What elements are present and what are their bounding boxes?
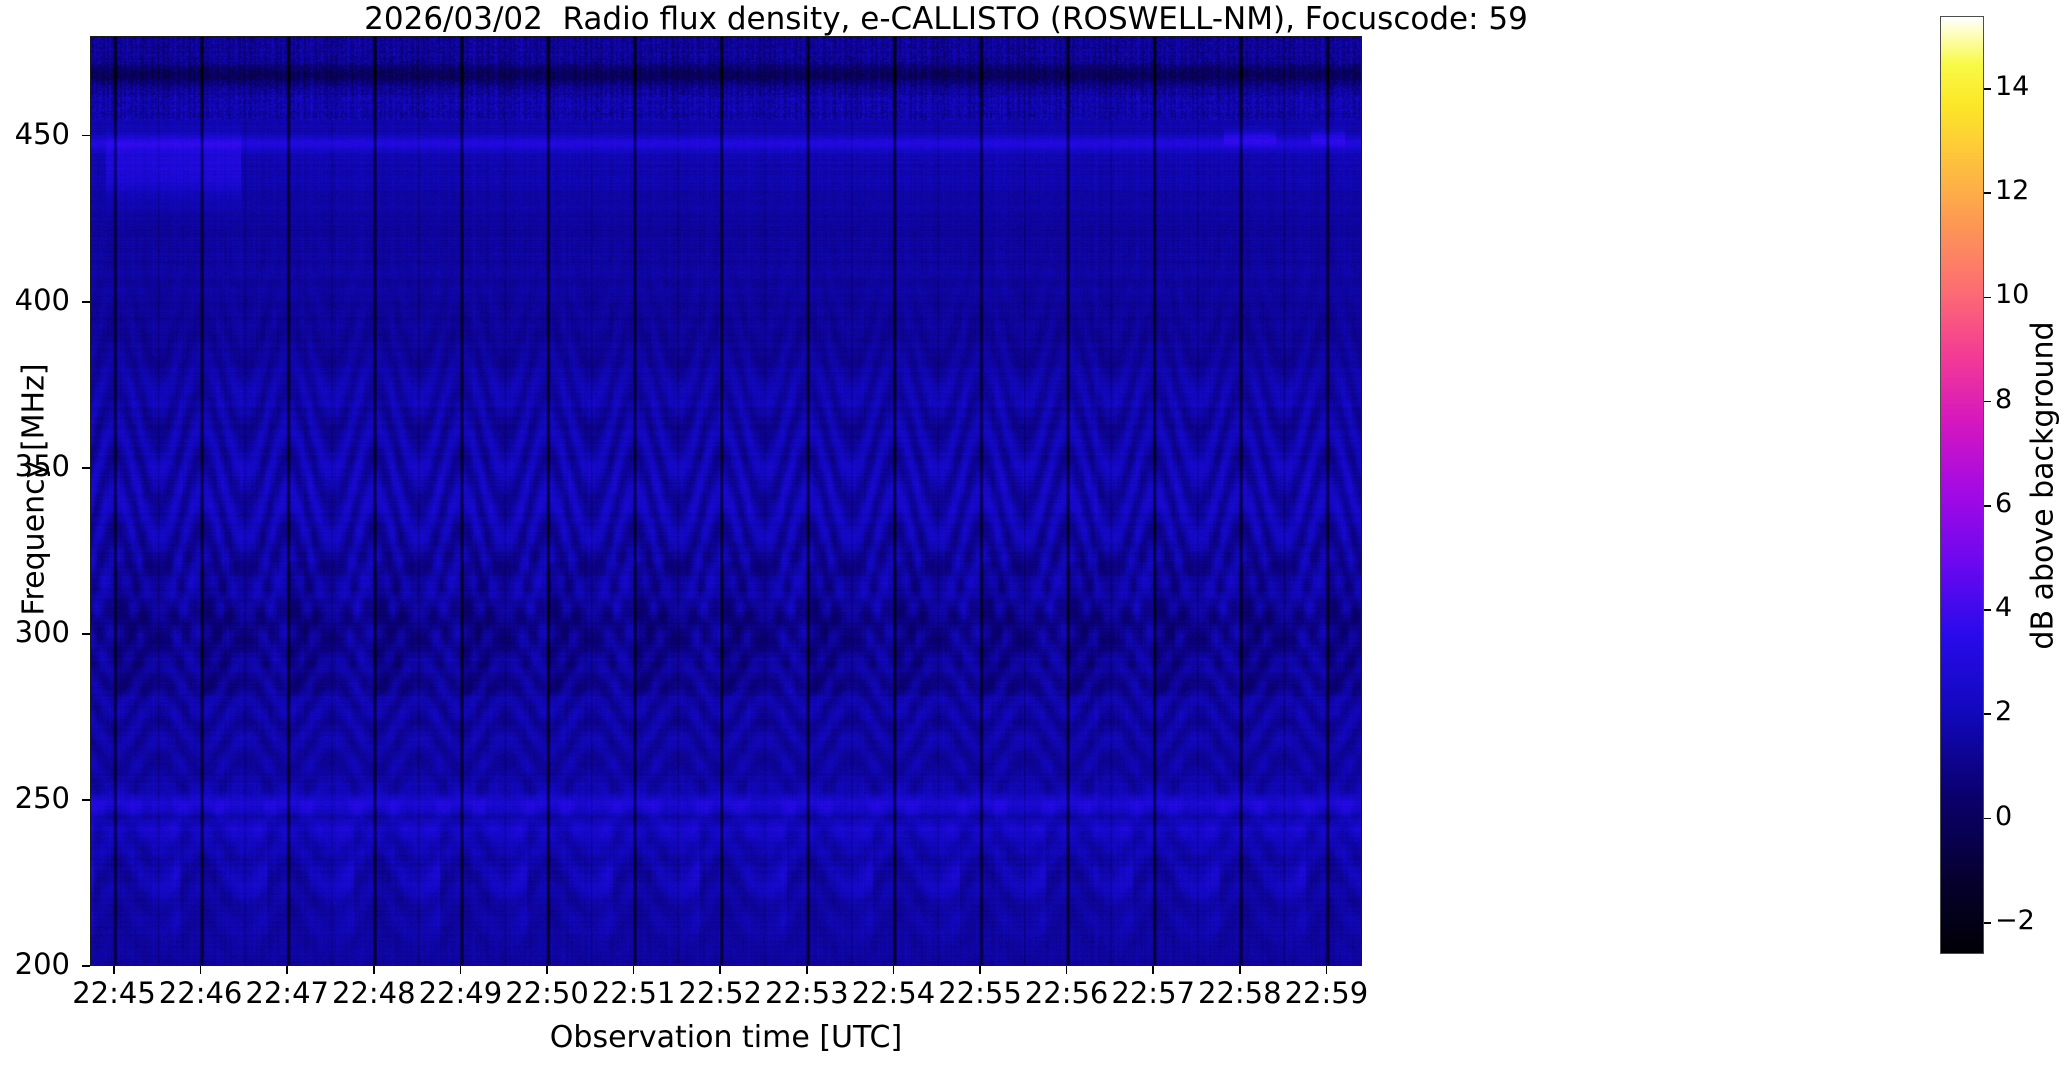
x-tick-mark — [632, 966, 635, 974]
x-tick-mark — [1239, 966, 1241, 974]
y-tick-mark — [82, 799, 90, 801]
x-tick-mark — [806, 966, 808, 974]
colorbar-tick-label: 8 — [1995, 383, 2013, 415]
colorbar-tick-label: 0 — [1995, 800, 2013, 832]
x-tick-label: 22:45 — [72, 976, 156, 1010]
colorbar-tick-label: 12 — [1995, 175, 2030, 207]
x-tick-mark — [546, 966, 548, 974]
colorbar-tick-label: 14 — [1995, 70, 2030, 102]
x-tick-label: 22:47 — [245, 976, 329, 1010]
x-tick-label: 22:52 — [678, 976, 762, 1010]
x-tick-mark — [892, 966, 895, 974]
y-tick-mark — [82, 965, 90, 967]
x-tick-mark — [979, 966, 981, 974]
y-tick-mark — [82, 633, 90, 635]
x-tick-label: 22:48 — [332, 976, 416, 1010]
colorbar-tick-label: 6 — [1995, 487, 2013, 519]
x-tick-mark — [719, 966, 721, 974]
x-tick-mark — [1152, 966, 1154, 974]
x-tick-label: 22:53 — [765, 976, 849, 1010]
y-tick-label: 300 — [14, 614, 70, 649]
colorbar-tick-mark — [1984, 400, 1991, 403]
spectrogram-axes[interactable] — [90, 36, 1362, 966]
x-tick-label: 22:55 — [938, 976, 1022, 1010]
colorbar-tick-mark — [1984, 505, 1991, 507]
colorbar-tick-mark — [1984, 921, 1991, 924]
x-tick-mark — [1065, 966, 1068, 974]
colorbar-tick-label: 4 — [1995, 592, 2013, 624]
colorbar-tick-mark — [1984, 192, 1991, 194]
x-tick-mark — [113, 966, 115, 974]
x-tick-label: 22:58 — [1198, 976, 1282, 1010]
x-tick-mark — [373, 966, 375, 974]
x-tick-label: 22:49 — [418, 976, 503, 1010]
colorbar-tick-label: −2 — [1995, 904, 2035, 936]
spectrogram-image — [91, 37, 1361, 965]
x-tick-label: 22:56 — [1024, 976, 1109, 1010]
y-tick-mark — [82, 134, 90, 137]
y-tick-label: 200 — [14, 947, 70, 981]
x-tick-label: 22:59 — [1284, 976, 1369, 1010]
x-tick-mark — [199, 966, 202, 974]
colorbar-tick-mark — [1984, 609, 1991, 611]
colorbar-tick-mark — [1984, 296, 1991, 299]
y-tick-mark — [82, 466, 90, 469]
y-tick-label: 450 — [14, 116, 70, 151]
x-axis-label: Observation time [UTC] — [549, 1020, 903, 1055]
colorbar-tick-label: 10 — [1995, 279, 2030, 311]
page-title: 2026/03/02 Radio flux density, e-CALLIST… — [364, 1, 1528, 37]
x-tick-mark — [286, 966, 288, 974]
y-tick-label: 350 — [14, 448, 70, 483]
colorbar[interactable] — [1940, 16, 1984, 954]
x-tick-label: 22:57 — [1111, 976, 1195, 1010]
x-tick-label: 22:51 — [591, 976, 676, 1010]
y-axis-label: Frequency [MHz] — [16, 363, 52, 616]
colorbar-tick-mark — [1984, 88, 1991, 90]
colorbar-tick-mark — [1984, 713, 1991, 716]
x-tick-label: 22:50 — [505, 976, 589, 1010]
x-tick-label: 22:46 — [158, 976, 243, 1010]
x-tick-mark — [1325, 966, 1328, 974]
colorbar-tick-mark — [1984, 817, 1991, 820]
x-tick-mark — [459, 966, 462, 974]
x-tick-label: 22:54 — [851, 976, 936, 1010]
colorbar-tick-label: 2 — [1995, 696, 2013, 728]
y-tick-label: 400 — [14, 282, 70, 317]
y-tick-mark — [82, 300, 90, 303]
colorbar-gradient — [1941, 17, 1983, 953]
y-tick-label: 250 — [14, 780, 70, 815]
